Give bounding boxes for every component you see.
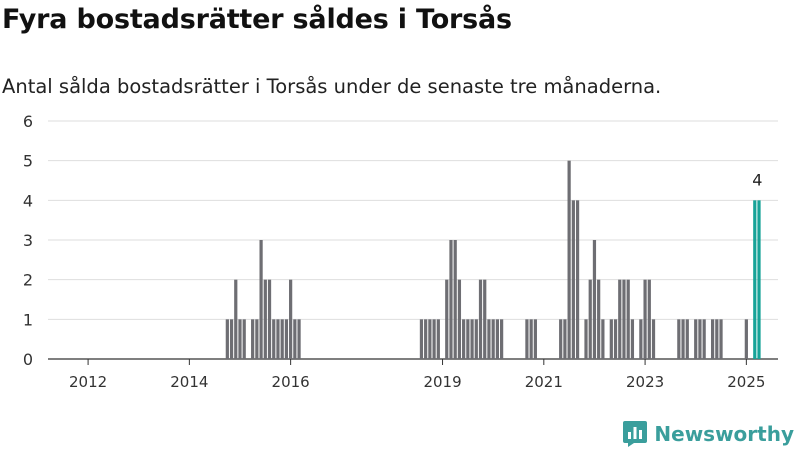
- bar: [449, 240, 453, 359]
- bar: [622, 279, 626, 359]
- bar: [719, 319, 723, 359]
- bar: [276, 319, 280, 359]
- x-tick-label: 2012: [69, 373, 107, 391]
- bar: [563, 319, 567, 359]
- bar: [618, 279, 622, 359]
- bar: [651, 319, 656, 359]
- bar: [483, 279, 487, 359]
- y-tick-label: 3: [23, 231, 33, 250]
- bar: [677, 319, 681, 359]
- bar-chart: 0 1 2 3 4 5 6 2012 2014 2016 2019 2021 2023 2025 4: [23, 112, 778, 391]
- bar: [681, 319, 685, 359]
- bar: [462, 319, 466, 359]
- bar: [470, 319, 474, 359]
- x-tick-label: 2021: [525, 373, 563, 391]
- chart-title: Fyra bostadsrätter såldes i Torsås: [2, 4, 512, 35]
- bar: [289, 279, 293, 359]
- bar: [639, 319, 643, 359]
- bar: [710, 319, 715, 359]
- bar: [436, 319, 440, 359]
- y-tick-label: 6: [23, 112, 33, 131]
- brand-name: Newsworthy: [654, 422, 794, 446]
- bar: [698, 319, 702, 359]
- bar: [584, 319, 588, 359]
- x-tick-label: 2014: [170, 373, 208, 391]
- bar: [267, 279, 272, 359]
- y-tick-label: 4: [23, 191, 33, 210]
- bar: [419, 319, 424, 359]
- bar: [428, 319, 432, 359]
- bar: [601, 319, 605, 359]
- bar: [575, 200, 580, 359]
- x-axis: [87, 359, 747, 365]
- bar: [533, 319, 537, 359]
- x-tick-label: 2016: [272, 373, 310, 391]
- bar: [229, 319, 234, 359]
- chart-subtitle: Antal sålda bostadsrätter i Torsås under…: [2, 75, 662, 98]
- brand-logo: Newsworthy: [622, 420, 794, 448]
- y-tick-label: 0: [23, 350, 33, 369]
- bar: [571, 200, 575, 359]
- tick-labels: 0 1 2 3 4 5 6 2012 2014 2016 2019 2021 2023 2025 4: [23, 112, 766, 391]
- bar: [630, 319, 635, 359]
- bar: [255, 319, 259, 359]
- bar: [597, 279, 601, 359]
- bar: [567, 160, 571, 359]
- bar: [500, 319, 504, 359]
- bar: [525, 319, 529, 359]
- bar: [757, 200, 761, 359]
- bar: [474, 319, 478, 359]
- bars: [225, 160, 761, 359]
- bar: [609, 319, 613, 359]
- bar: [297, 319, 301, 359]
- bar: [238, 319, 242, 359]
- bar: [685, 319, 689, 359]
- bar: [251, 319, 255, 359]
- bar: [263, 279, 267, 359]
- bar: [432, 319, 436, 359]
- newsworthy-logo-icon: [623, 421, 648, 447]
- bar: [643, 279, 647, 359]
- bar: [225, 319, 229, 359]
- bar: [272, 319, 276, 359]
- bar: [715, 319, 719, 359]
- bar: [453, 240, 457, 359]
- bar: [694, 319, 698, 359]
- bar: [293, 319, 297, 359]
- x-tick-label: 2019: [423, 373, 461, 391]
- y-tick-label: 2: [23, 271, 33, 290]
- bar: [626, 279, 630, 359]
- bar: [259, 240, 263, 359]
- bar: [744, 319, 748, 359]
- x-tick-label: 2025: [727, 373, 765, 391]
- bar: [445, 279, 449, 359]
- y-tick-label: 5: [23, 152, 33, 171]
- bar: [466, 319, 470, 359]
- bar: [559, 319, 563, 359]
- bar: [613, 319, 618, 359]
- bar: [487, 319, 491, 359]
- bar: [491, 319, 495, 359]
- bar: [478, 279, 483, 359]
- bar: [588, 279, 592, 359]
- bar: [495, 319, 499, 359]
- bar: [702, 319, 706, 359]
- bar: [424, 319, 428, 359]
- bar: [284, 319, 289, 359]
- bar: [234, 279, 238, 359]
- data-label: 4: [752, 170, 762, 189]
- bar: [529, 319, 533, 359]
- bar: [457, 279, 462, 359]
- x-tick-label: 2023: [626, 373, 664, 391]
- y-tick-label: 1: [23, 310, 33, 329]
- bar: [242, 319, 246, 359]
- bar: [753, 200, 757, 359]
- bar: [280, 319, 284, 359]
- bar: [592, 240, 597, 359]
- bar: [647, 279, 651, 359]
- gridlines: [48, 120, 778, 360]
